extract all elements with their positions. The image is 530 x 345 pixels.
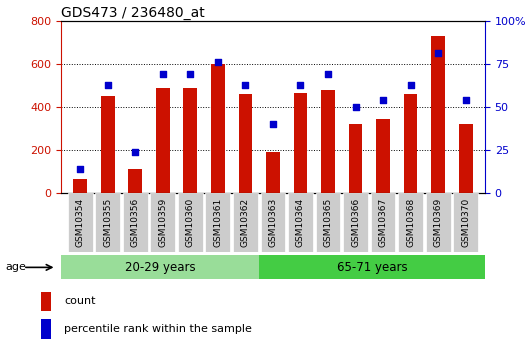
Point [351, 104, 360, 110]
Text: age: age [5, 263, 26, 272]
Text: GSM10363: GSM10363 [269, 198, 277, 247]
Point [103, 82, 112, 87]
Bar [41, 319, 51, 339]
FancyBboxPatch shape [398, 193, 423, 252]
Point [462, 97, 470, 103]
Text: GSM10370: GSM10370 [461, 198, 470, 247]
FancyBboxPatch shape [68, 193, 93, 252]
FancyBboxPatch shape [261, 193, 285, 252]
Text: GSM10356: GSM10356 [131, 198, 140, 247]
Text: GSM10355: GSM10355 [103, 198, 112, 247]
Text: count: count [65, 296, 96, 306]
Point [158, 71, 167, 77]
Text: GSM10361: GSM10361 [214, 198, 223, 247]
Bar [321, 90, 335, 193]
Bar [266, 152, 280, 193]
Bar [61, 255, 259, 279]
FancyBboxPatch shape [288, 193, 313, 252]
Text: GSM10354: GSM10354 [76, 198, 85, 247]
Point [76, 166, 84, 172]
FancyBboxPatch shape [233, 193, 258, 252]
Point [379, 97, 387, 103]
Text: GSM10368: GSM10368 [406, 198, 415, 247]
Bar [376, 119, 390, 193]
Text: GSM10369: GSM10369 [434, 198, 443, 247]
Text: GSM10365: GSM10365 [323, 198, 332, 247]
Text: GSM10367: GSM10367 [378, 198, 387, 247]
FancyBboxPatch shape [206, 193, 230, 252]
Bar [294, 93, 307, 193]
Text: GDS473 / 236480_at: GDS473 / 236480_at [61, 6, 205, 20]
Bar [404, 94, 418, 193]
Text: GSM10362: GSM10362 [241, 198, 250, 247]
FancyBboxPatch shape [343, 193, 368, 252]
Text: 20-29 years: 20-29 years [125, 261, 196, 274]
Bar [238, 94, 252, 193]
Point [324, 71, 332, 77]
Point [214, 59, 222, 65]
FancyBboxPatch shape [453, 193, 478, 252]
Bar [211, 64, 225, 193]
Text: 65-71 years: 65-71 years [337, 261, 408, 274]
Bar [128, 169, 142, 193]
FancyBboxPatch shape [316, 193, 340, 252]
Bar [183, 88, 197, 193]
FancyBboxPatch shape [151, 193, 175, 252]
Point [269, 121, 277, 127]
Point [131, 149, 139, 155]
FancyBboxPatch shape [95, 193, 120, 252]
Bar [41, 292, 51, 311]
Text: GSM10359: GSM10359 [158, 198, 167, 247]
FancyBboxPatch shape [370, 193, 395, 252]
Bar [73, 179, 87, 193]
Point [186, 71, 195, 77]
FancyBboxPatch shape [426, 193, 450, 252]
Point [241, 82, 250, 87]
Point [296, 82, 305, 87]
FancyBboxPatch shape [123, 193, 148, 252]
Point [407, 82, 415, 87]
Bar [259, 255, 485, 279]
FancyBboxPatch shape [178, 193, 203, 252]
Bar [349, 124, 363, 193]
Bar [459, 124, 473, 193]
Text: GSM10364: GSM10364 [296, 198, 305, 247]
Point [434, 51, 443, 56]
Text: percentile rank within the sample: percentile rank within the sample [65, 324, 252, 334]
Text: GSM10366: GSM10366 [351, 198, 360, 247]
Bar [431, 36, 445, 193]
Bar [156, 88, 170, 193]
Text: GSM10360: GSM10360 [186, 198, 195, 247]
Bar [101, 96, 114, 193]
